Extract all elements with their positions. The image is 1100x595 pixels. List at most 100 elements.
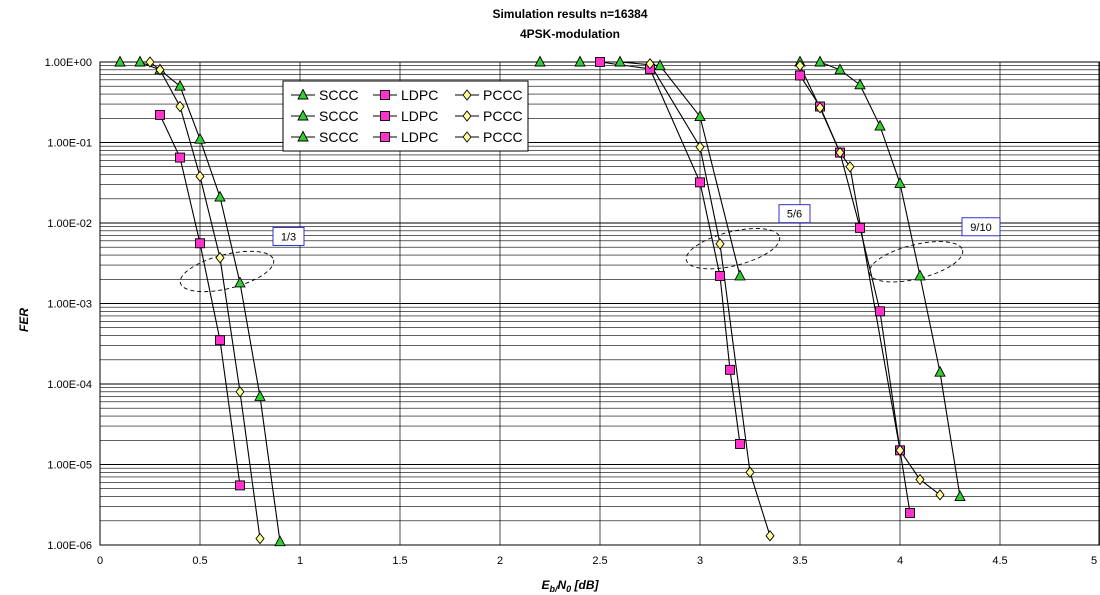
scc-marker	[194, 132, 206, 144]
y-tick-label: 1.00E-03	[47, 299, 92, 311]
pccc-marker	[462, 89, 472, 101]
x-tick-label: 0	[97, 555, 103, 567]
legend-label: LDPC	[401, 87, 438, 103]
series-line-square	[599, 61, 741, 445]
scc-marker	[914, 269, 926, 281]
scc-marker	[814, 55, 826, 67]
legend: SCCC LDPC PCCC SCCC LDPC PCCC SCCC LDPC PCCC	[282, 80, 529, 152]
scc-marker	[297, 109, 309, 121]
rate-ellipse	[868, 241, 964, 283]
pccc-marker	[765, 530, 775, 542]
x-tick-label: 0.5	[192, 555, 207, 567]
ldpc-marker	[380, 90, 390, 100]
legend-label: SCCC	[319, 129, 359, 145]
legend-label: LDPC	[401, 129, 438, 145]
x-axis-label-sub-b: b/	[550, 584, 559, 594]
series-lines	[120, 61, 961, 542]
y-tick-label: 1.00E+00	[45, 57, 92, 69]
x-tick-label: 2.5	[592, 555, 607, 567]
pccc-marker	[462, 131, 472, 143]
pccc-marker	[895, 444, 905, 457]
pccc-marker	[695, 141, 705, 153]
ldpc-marker	[715, 270, 725, 281]
ldpc-marker	[855, 222, 865, 233]
series-line-triangle	[540, 61, 741, 277]
x-axis-label-n: N	[558, 578, 567, 592]
legend-label: SCCC	[319, 108, 359, 124]
chart-subtitle: 4PSK-modulation	[520, 27, 620, 41]
legend-label: PCCC	[483, 108, 523, 124]
pccc-marker	[935, 489, 945, 501]
pccc-marker	[645, 58, 655, 70]
scc-marker	[214, 190, 226, 202]
pccc-marker	[175, 100, 185, 113]
x-tick-label: 1.5	[392, 555, 407, 567]
ldpc-marker	[725, 364, 735, 375]
pccc-marker	[815, 102, 825, 114]
rate-label: 9/10	[970, 222, 991, 234]
pccc-marker	[195, 170, 205, 183]
x-tick-label: 3.5	[792, 555, 807, 567]
annotations: 1/3 5/6 9/10	[179, 204, 1001, 293]
pccc-marker	[235, 386, 245, 398]
scc-marker	[134, 55, 146, 67]
scc-marker	[297, 88, 309, 100]
rate-ellipse	[179, 250, 275, 293]
scc-marker	[174, 79, 186, 91]
pccc-marker	[745, 466, 755, 479]
y-axis-label: FER	[17, 308, 31, 332]
pccc-marker	[795, 59, 805, 72]
ldpc-marker	[595, 57, 605, 67]
ldpc-marker	[195, 238, 205, 249]
legend-label: PCCC	[483, 87, 523, 103]
series-markers	[114, 55, 966, 547]
series-line-square	[799, 75, 911, 514]
tick-labels: 0 0.5 1 1.5 2 2.5 3 3.5 4 4.5 5 1.00E+00 1.00E-01 1.0…	[45, 57, 1097, 567]
ldpc-marker	[380, 111, 390, 121]
x-axis-label-sub-0: 0	[566, 584, 571, 594]
x-tick-label: 5	[1091, 555, 1097, 567]
pccc-marker	[835, 146, 845, 159]
scc-marker	[934, 365, 946, 377]
ldpc-marker	[795, 70, 805, 81]
rate-label-box	[778, 204, 811, 224]
scc-marker	[894, 176, 906, 188]
rate-label-box	[272, 226, 305, 246]
scc-marker	[254, 390, 266, 401]
pccc-marker	[215, 252, 225, 264]
rate-label: 5/6	[787, 209, 802, 221]
ldpc-marker	[215, 335, 225, 346]
scc-marker	[274, 535, 286, 547]
scc-marker	[534, 55, 546, 67]
x-tick-label: 2	[497, 555, 503, 567]
ldpc-marker	[235, 480, 245, 491]
scc-marker	[834, 63, 846, 75]
scc-marker	[954, 490, 966, 501]
scc-marker	[234, 276, 246, 288]
x-axis-label-e: E	[541, 578, 550, 592]
scc-marker	[114, 55, 126, 67]
y-tick-label: 1.00E-04	[47, 379, 92, 391]
scc-marker	[297, 130, 309, 142]
scc-marker	[574, 55, 586, 67]
x-tick-label: 4	[897, 555, 903, 567]
pccc-marker	[155, 64, 165, 76]
x-axis-label: Eb/N0 [dB]	[541, 578, 599, 594]
pccc-marker	[915, 473, 925, 486]
x-tick-label: 1	[297, 555, 303, 567]
pccc-marker	[462, 110, 472, 122]
pccc-marker	[845, 161, 855, 173]
plot-grid	[99, 61, 1100, 546]
y-tick-label: 1.00E-05	[47, 460, 92, 472]
ldpc-marker	[905, 508, 915, 518]
y-tick-label: 1.00E-06	[47, 540, 92, 552]
rate-label-box	[961, 217, 1001, 237]
ldpc-marker	[175, 152, 185, 163]
chart-title: Simulation results n=16384	[492, 7, 647, 21]
pccc-marker	[145, 56, 155, 68]
scc-marker	[694, 110, 706, 122]
x-tick-label: 4.5	[992, 555, 1007, 567]
ldpc-marker	[875, 306, 885, 317]
ldpc-marker	[380, 132, 390, 142]
